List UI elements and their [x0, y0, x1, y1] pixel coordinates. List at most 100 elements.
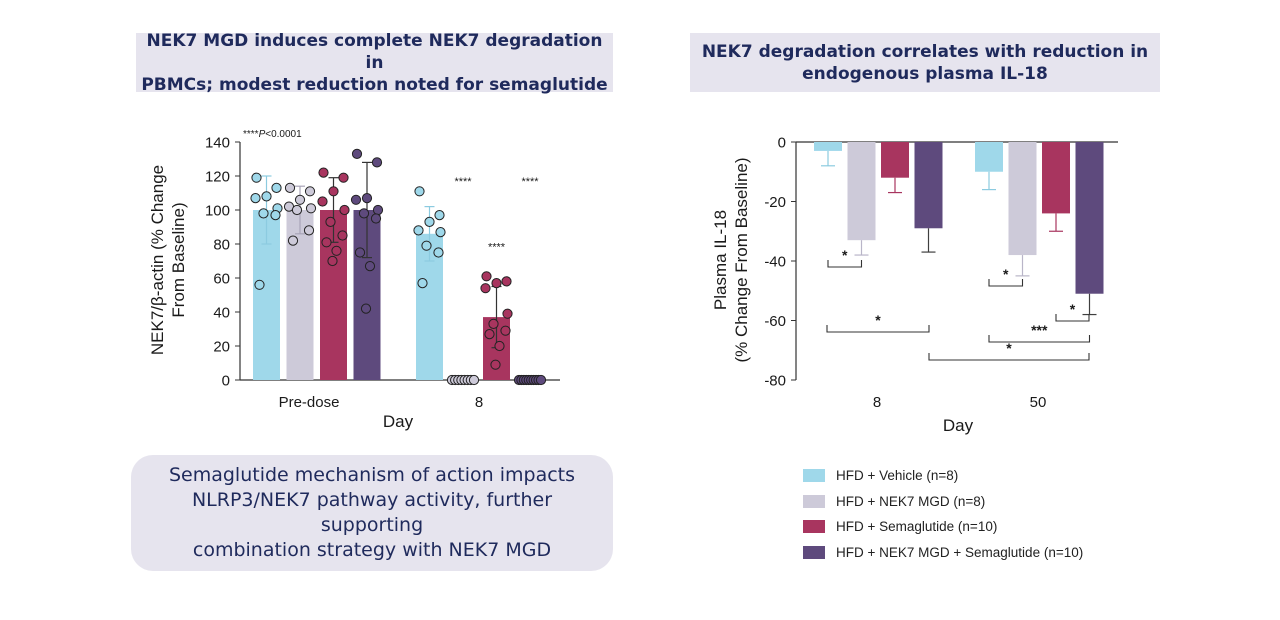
- data-point: [318, 167, 329, 178]
- data-point: [358, 208, 370, 219]
- data-point: [360, 303, 372, 314]
- data-point: [328, 186, 339, 197]
- data-point: [491, 278, 502, 289]
- significance-label: *: [875, 312, 881, 328]
- data-point: [254, 279, 265, 290]
- significance-label: ****: [454, 176, 472, 188]
- data-point: [424, 216, 435, 228]
- data-point: [480, 283, 491, 294]
- data-point: [303, 225, 315, 236]
- data-point: [305, 203, 317, 214]
- legend-label: HFD + Semaglutide (n=10): [836, 519, 998, 535]
- legend-swatch: [803, 469, 825, 483]
- x-category-label: 50: [1030, 394, 1047, 411]
- data-point: [291, 204, 303, 216]
- y-tick-label: 0: [222, 373, 230, 390]
- data-point: [490, 359, 501, 370]
- bar: [814, 142, 842, 151]
- callout-line-1: Semaglutide mechanism of action impacts: [168, 464, 576, 486]
- legend-label: HFD + NEK7 MGD (n=8): [836, 493, 986, 509]
- data-point: [251, 172, 262, 183]
- data-point: [270, 210, 281, 221]
- legend-item-vehicle: HFD + Vehicle (n=8): [803, 463, 1163, 489]
- x-category-label: Pre-dose: [279, 394, 340, 411]
- data-point: [250, 193, 261, 204]
- x-axis-title: Day: [383, 412, 414, 431]
- data-point: [331, 245, 342, 256]
- legend-swatch: [803, 545, 825, 559]
- x-category-label: 8: [475, 394, 483, 411]
- y-tick-label: 120: [205, 169, 230, 186]
- left-title-line-1: NEK7 MGD induces complete NEK7 degradati…: [146, 30, 603, 73]
- bar: [286, 210, 314, 380]
- legend-swatch: [803, 494, 825, 508]
- significance-label: *: [1003, 266, 1009, 282]
- data-point: [500, 325, 511, 336]
- significance-label: ***: [1031, 322, 1048, 338]
- data-point: [417, 278, 428, 289]
- data-point: [304, 186, 316, 197]
- bar: [881, 142, 909, 178]
- data-point: [488, 318, 499, 329]
- data-point: [481, 271, 492, 282]
- callout-line-2: NLRP3/NEK7 pathway activity, further sup…: [191, 489, 553, 536]
- bar: [1042, 142, 1070, 214]
- data-point: [338, 172, 349, 183]
- data-point: [372, 204, 384, 216]
- significance-bracket: [988, 279, 1024, 287]
- data-point: [261, 191, 272, 202]
- data-point: [258, 208, 269, 219]
- data-point: [370, 213, 382, 224]
- y-tick-label: -40: [764, 254, 786, 271]
- left-panel-title: NEK7 MGD induces complete NEK7 degradati…: [136, 30, 613, 95]
- y-tick-label: -20: [764, 194, 786, 211]
- legend-item-combination: HFD + NEK7 MGD + Semaglutide (n=10): [803, 540, 1163, 566]
- data-point: [350, 194, 362, 205]
- y-tick-label: 40: [213, 305, 230, 322]
- significance-bracket: [928, 353, 1090, 361]
- significance-bracket: [826, 325, 930, 333]
- data-point: [434, 210, 445, 221]
- legend-label: HFD + Vehicle (n=8): [836, 468, 959, 484]
- data-point: [339, 204, 350, 216]
- data-point: [287, 235, 299, 246]
- callout-line-3: combination strategy with NEK7 MGD: [192, 539, 552, 561]
- data-point: [414, 186, 425, 197]
- y-axis-title: NEK7/β-actin (% Change From Baseline): [148, 165, 188, 355]
- right-title-line-1: NEK7 degradation correlates with reducti…: [701, 41, 1149, 62]
- left-title-line-2: PBMCs; modest reduction noted for semagl…: [141, 74, 608, 95]
- significance-label: ****: [521, 176, 539, 188]
- significance-label: ****: [488, 241, 506, 253]
- data-point: [421, 240, 432, 251]
- y-axis-title: Plasma IL-18 (% Change From Baseline): [711, 157, 751, 362]
- y-tick-label: 140: [205, 135, 230, 152]
- data-point: [294, 194, 306, 205]
- data-point: [413, 225, 424, 236]
- data-point: [468, 374, 480, 386]
- significance-bracket: [1055, 314, 1090, 322]
- y-tick-label: 80: [213, 237, 230, 254]
- y-tick-label: 100: [205, 203, 230, 220]
- data-point: [502, 308, 513, 319]
- data-point: [364, 261, 376, 272]
- significance-bracket: [827, 260, 863, 268]
- bar: [975, 142, 1003, 172]
- bar: [1008, 142, 1037, 256]
- data-point: [317, 196, 328, 207]
- data-point: [284, 182, 296, 194]
- data-point: [354, 247, 366, 258]
- right-title-line-2: endogenous plasma IL-18: [802, 63, 1048, 84]
- x-axis-title: Day: [943, 416, 974, 435]
- mechanism-callout: Semaglutide mechanism of action impacts …: [131, 455, 613, 571]
- data-point: [501, 276, 512, 287]
- data-point: [325, 216, 336, 228]
- data-point: [535, 374, 547, 386]
- y-tick-label: -60: [764, 313, 786, 330]
- significance-label: *: [1070, 301, 1076, 317]
- y-tick-label: -80: [764, 373, 786, 390]
- legend-label: HFD + NEK7 MGD + Semaglutide (n=10): [836, 544, 1084, 560]
- data-point: [271, 182, 282, 194]
- y-tick-label: 0: [778, 135, 786, 152]
- bar: [1075, 142, 1104, 294]
